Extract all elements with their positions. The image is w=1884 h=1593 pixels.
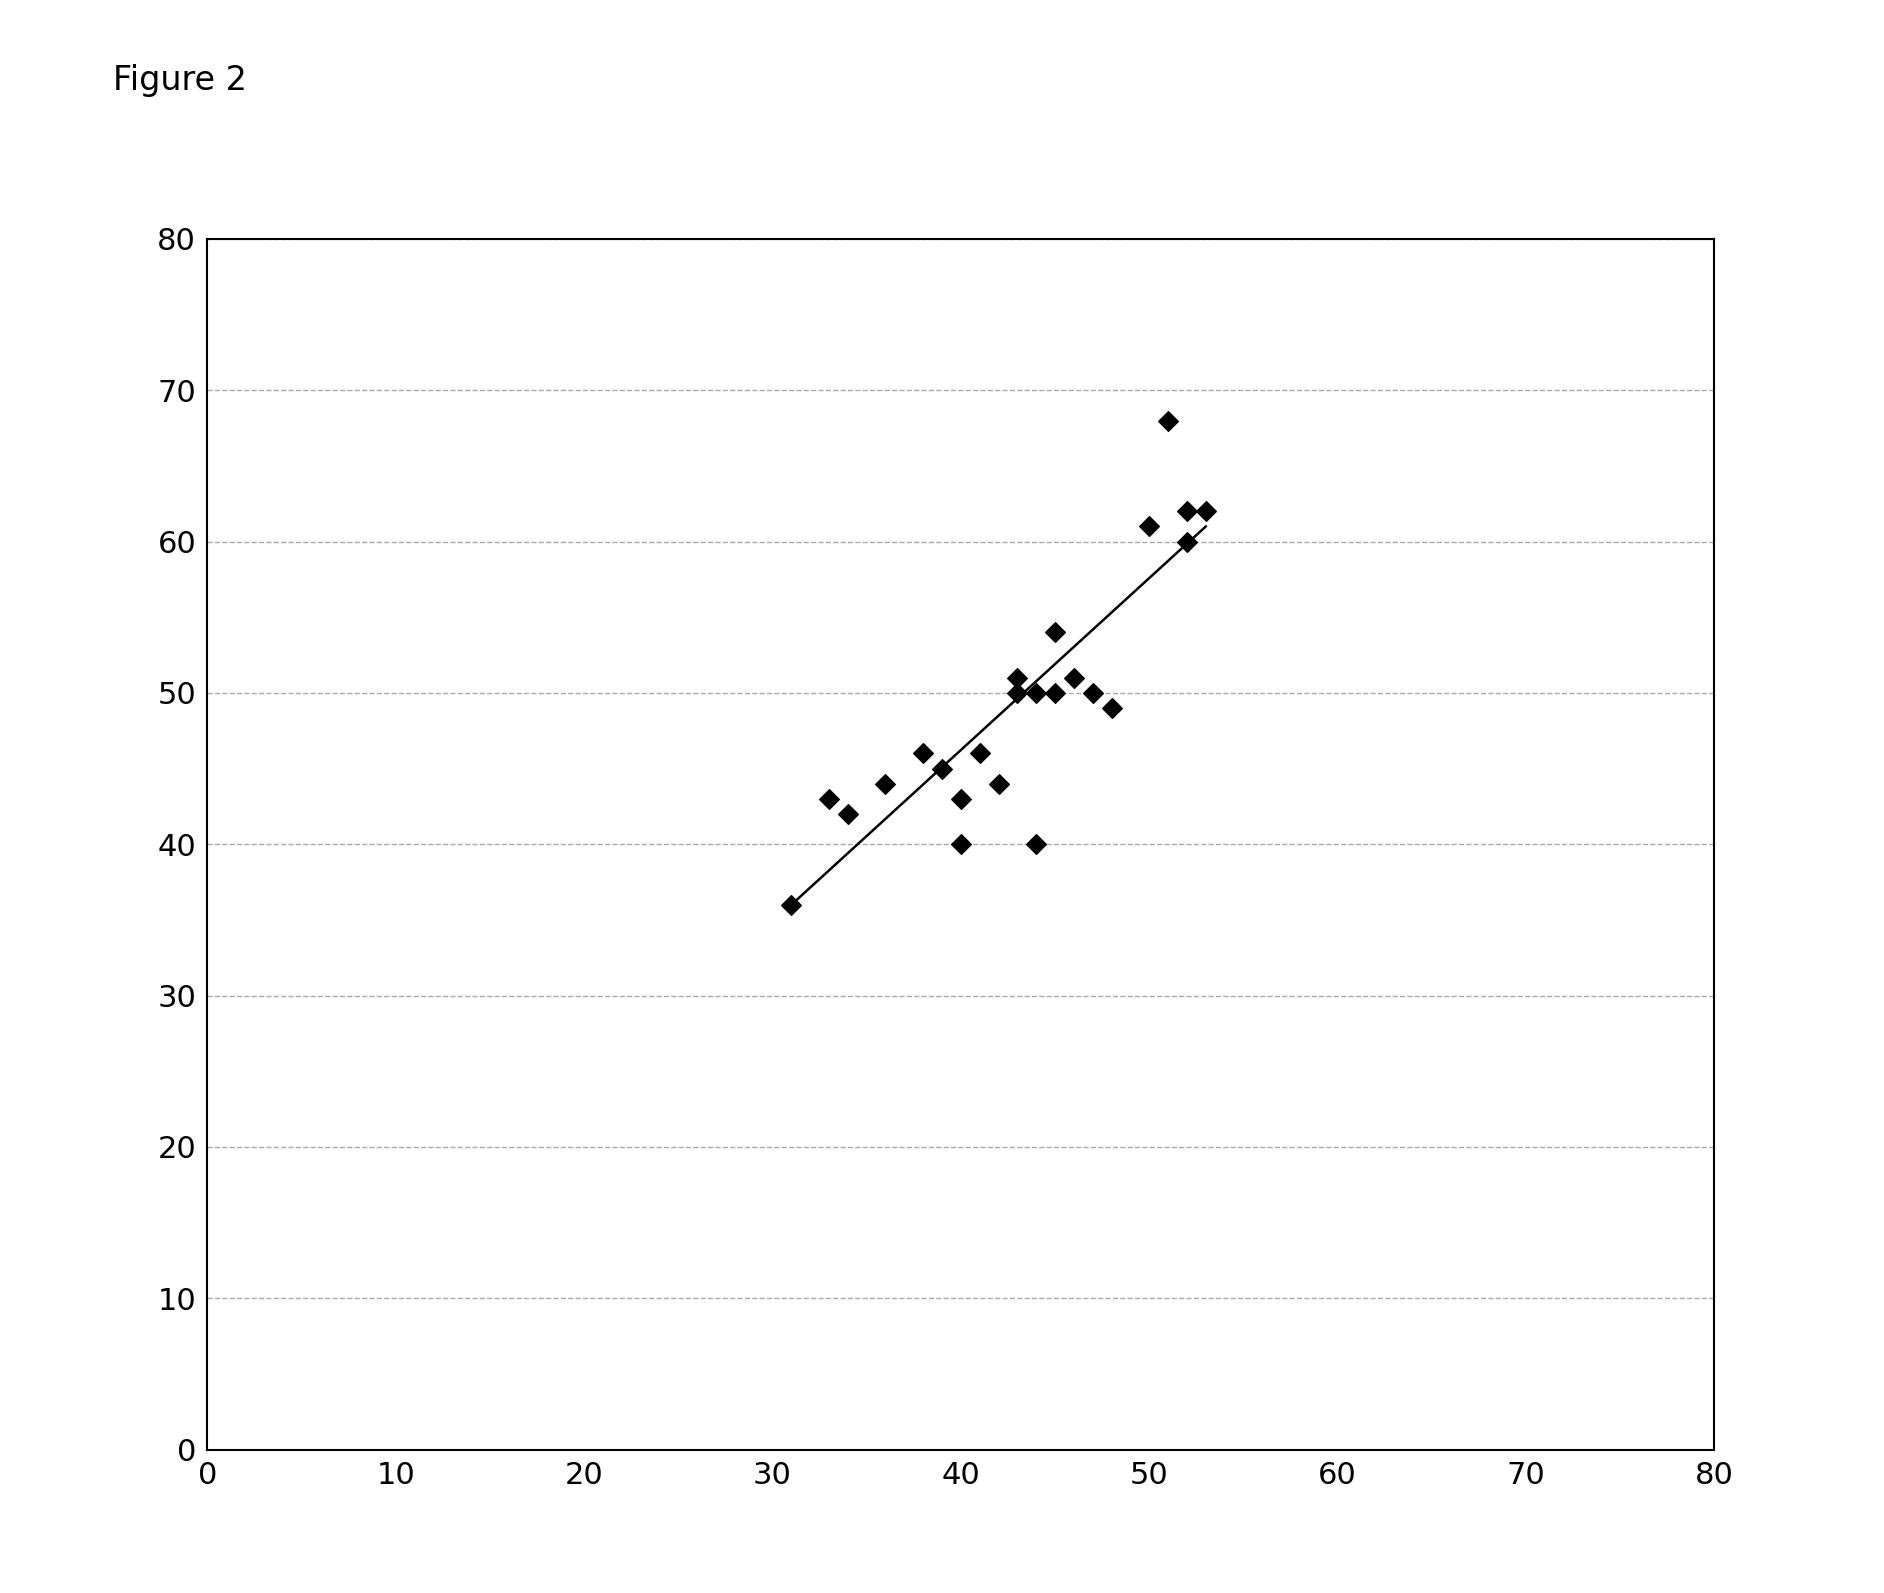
- Point: [870, 771, 901, 796]
- Point: [965, 741, 995, 766]
- Point: [776, 892, 806, 918]
- Point: [1191, 499, 1221, 524]
- Point: [1040, 620, 1070, 645]
- Point: [1172, 499, 1202, 524]
- Point: [908, 741, 938, 766]
- Point: [1040, 680, 1070, 706]
- Point: [1172, 529, 1202, 554]
- Point: [1059, 666, 1089, 691]
- Point: [1153, 408, 1183, 433]
- Point: [1096, 695, 1127, 720]
- Point: [1134, 513, 1164, 538]
- Point: [927, 757, 957, 782]
- Point: [1078, 680, 1108, 706]
- Point: [1002, 680, 1032, 706]
- Point: [814, 787, 844, 812]
- Point: [946, 832, 976, 857]
- Point: [1002, 666, 1032, 691]
- Point: [946, 787, 976, 812]
- Point: [1021, 680, 1051, 706]
- Point: [983, 771, 1014, 796]
- Text: Figure 2: Figure 2: [113, 64, 247, 97]
- Point: [1021, 832, 1051, 857]
- Point: [833, 801, 863, 827]
